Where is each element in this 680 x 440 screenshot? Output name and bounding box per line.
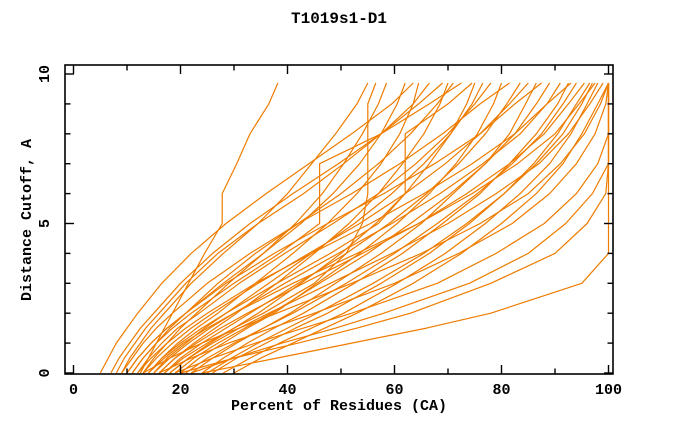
x-tick-label: 60 — [385, 382, 403, 399]
model-curve — [223, 82, 599, 374]
y-tick-label: 5 — [37, 219, 54, 228]
model-curve — [131, 82, 462, 374]
model-curve — [158, 82, 585, 374]
model-curve — [191, 83, 610, 374]
model-curve — [153, 82, 561, 374]
model-curve — [99, 82, 414, 374]
x-tick-label: 40 — [278, 382, 296, 399]
x-axis-label: Percent of Residues (CA) — [230, 398, 448, 415]
x-tick-label: 20 — [171, 382, 189, 399]
x-tick-label: 100 — [595, 382, 622, 399]
model-curve — [190, 82, 537, 374]
model-curve — [212, 82, 591, 374]
model-curve — [139, 82, 279, 374]
model-curve — [206, 82, 593, 374]
model-curve — [158, 82, 610, 374]
model-curve — [147, 82, 420, 374]
model-curve — [110, 82, 443, 374]
x-tick-label: 80 — [492, 382, 510, 399]
model-curve — [137, 82, 492, 374]
y-tick-label: 10 — [37, 65, 54, 83]
model-curve — [147, 82, 473, 374]
model-curve — [180, 82, 503, 374]
model-curve — [153, 82, 484, 374]
model-curve — [121, 82, 369, 374]
model-curve — [158, 82, 449, 374]
chart-title: T1019s1-D1 — [290, 10, 387, 28]
model-curve — [185, 82, 577, 374]
model-curve — [164, 82, 377, 374]
axis-frame — [64, 64, 614, 375]
model-curve — [147, 82, 596, 374]
model-curve — [142, 82, 610, 374]
model-curve — [121, 82, 510, 374]
model-curve — [169, 82, 604, 374]
y-tick-label: 0 — [37, 368, 54, 377]
x-tick-label: 0 — [69, 382, 78, 399]
model-curve — [126, 82, 542, 374]
model-curve — [137, 82, 572, 374]
model-curve — [233, 82, 610, 374]
model-curve — [201, 82, 569, 374]
